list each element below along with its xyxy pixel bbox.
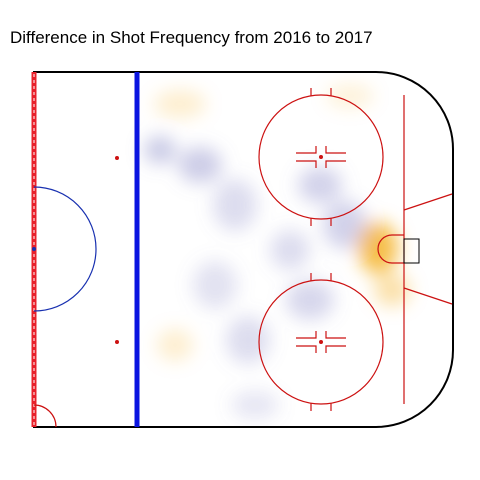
trapezoid-top [403, 193, 453, 211]
heat-spot-7 [178, 147, 222, 183]
heat-spot-13 [213, 179, 257, 231]
heat-spot-3 [154, 90, 206, 118]
trapezoid-bottom [403, 287, 453, 305]
top-faceoff-circle [258, 88, 384, 226]
heat-spot-5 [157, 329, 193, 361]
heat-spot-6 [144, 136, 176, 164]
heat-spot-2 [374, 274, 410, 306]
heatmap-layer [144, 84, 410, 419]
bottom-faceoff-circle [258, 273, 384, 411]
heat-spot-14 [193, 261, 237, 309]
goal-net [403, 238, 420, 264]
heat-spot-12 [226, 316, 270, 364]
center-faceoff-dot [32, 247, 36, 251]
neutral-dot-top [115, 156, 119, 160]
referee-crease [33, 404, 57, 428]
rink-boards [33, 71, 454, 428]
rink-markings [31, 71, 454, 428]
heat-spot-8 [298, 167, 342, 203]
heat-spot-11 [270, 230, 310, 270]
heat-spot-15 [231, 391, 279, 419]
chart-title: Difference in Shot Frequency from 2016 t… [10, 28, 373, 47]
heat-spot-10 [323, 201, 367, 249]
goal-crease [377, 234, 404, 264]
heat-spot-4 [326, 84, 374, 108]
center-circle [33, 186, 97, 312]
heat-spot-9 [286, 280, 334, 320]
neutral-dot-bottom [115, 340, 119, 344]
